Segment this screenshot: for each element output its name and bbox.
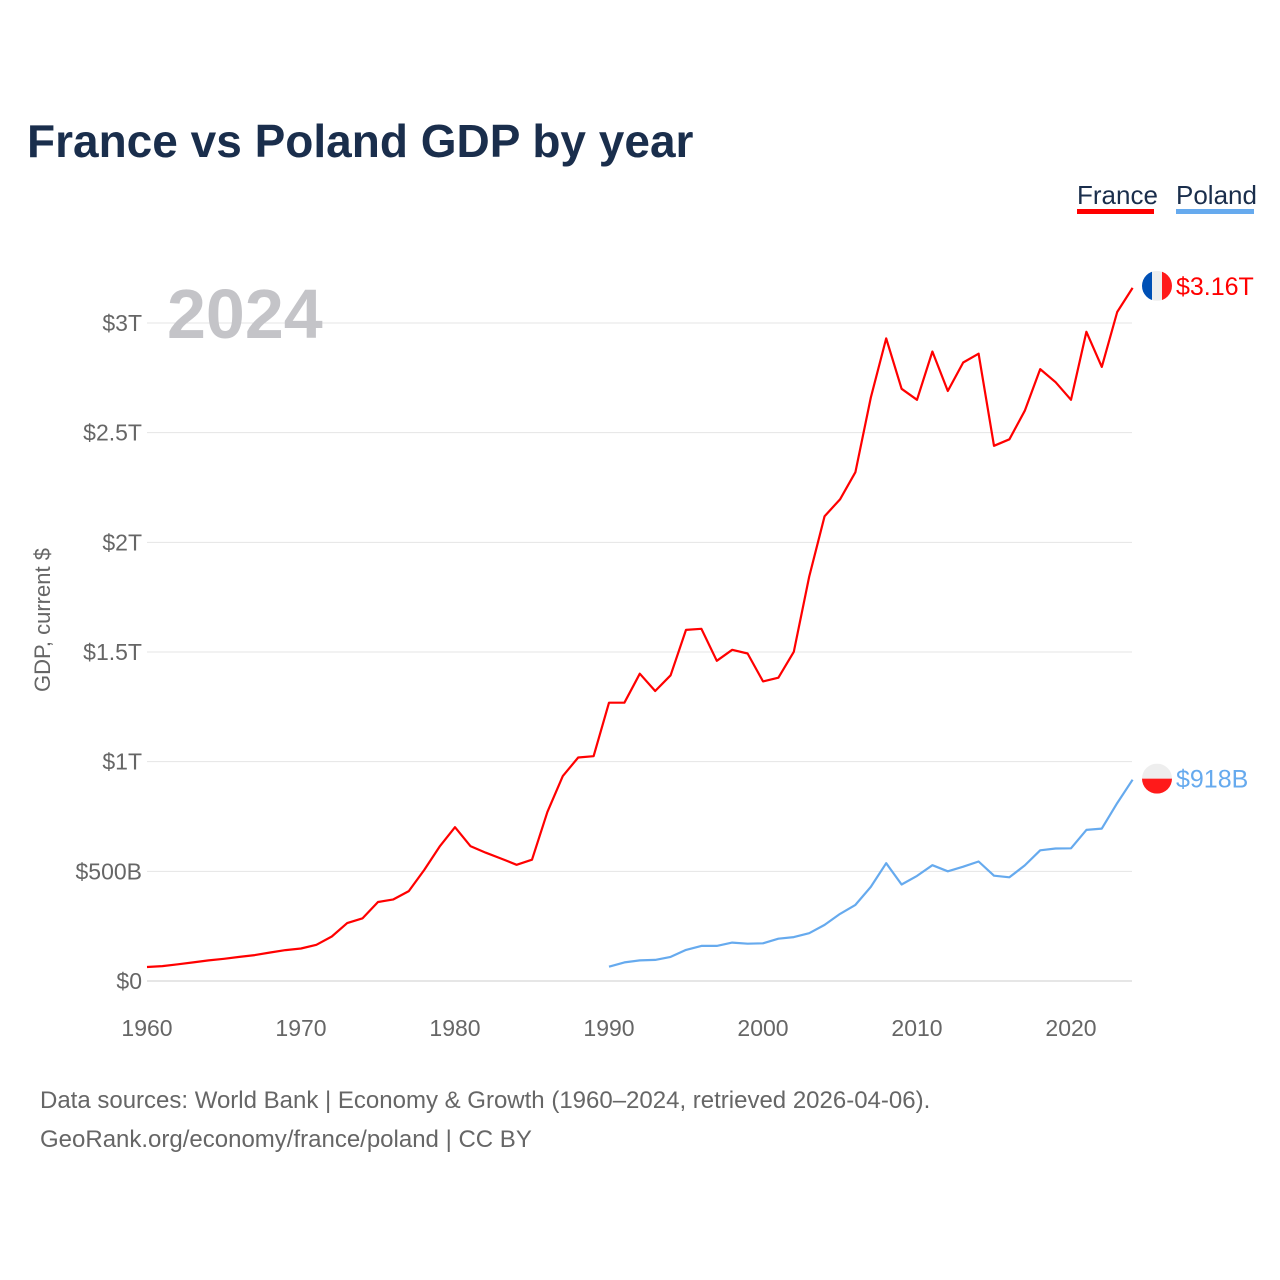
- year-watermark: 2024: [167, 275, 323, 353]
- footer-sources: Data sources: World Bank | Economy & Gro…: [40, 1087, 930, 1114]
- y-tick-label: $2T: [102, 529, 142, 555]
- france-flag-icon: [1142, 270, 1172, 301]
- legend-france[interactable]: France: [1077, 180, 1158, 210]
- x-tick-label: 2010: [891, 1015, 942, 1041]
- x-tick-label: 1970: [275, 1015, 326, 1041]
- y-tick-label: $3T: [102, 310, 142, 336]
- chart-title: France vs Poland GDP by year: [27, 115, 694, 167]
- x-tick-label: 1990: [583, 1015, 634, 1041]
- poland-flag-icon: [1142, 763, 1172, 794]
- france-line: [146, 287, 1134, 969]
- poland-end-label: $918B: [1176, 766, 1248, 794]
- legend-swatch: [1176, 209, 1254, 214]
- y-tick-label: $1T: [102, 749, 142, 775]
- y-tick-label: $2.5T: [83, 420, 142, 446]
- y-tick-label: $1.5T: [83, 639, 142, 665]
- y-tick-label: $0: [116, 968, 142, 994]
- france-end-label: $3.16T: [1176, 273, 1254, 301]
- x-tick-label: 1980: [429, 1015, 480, 1041]
- x-tick-label: 2000: [737, 1015, 788, 1041]
- legend-poland[interactable]: Poland: [1176, 180, 1257, 210]
- y-axis-label: GDP, current $: [30, 548, 55, 692]
- y-tick-label: $500B: [75, 858, 142, 884]
- x-tick-label: 2020: [1045, 1015, 1096, 1041]
- x-tick-label: 1960: [121, 1015, 172, 1041]
- footer-credit[interactable]: GeoRank.org/economy/france/poland | CC B…: [40, 1126, 532, 1153]
- poland-line: [608, 779, 1134, 968]
- legend-swatch: [1077, 209, 1154, 214]
